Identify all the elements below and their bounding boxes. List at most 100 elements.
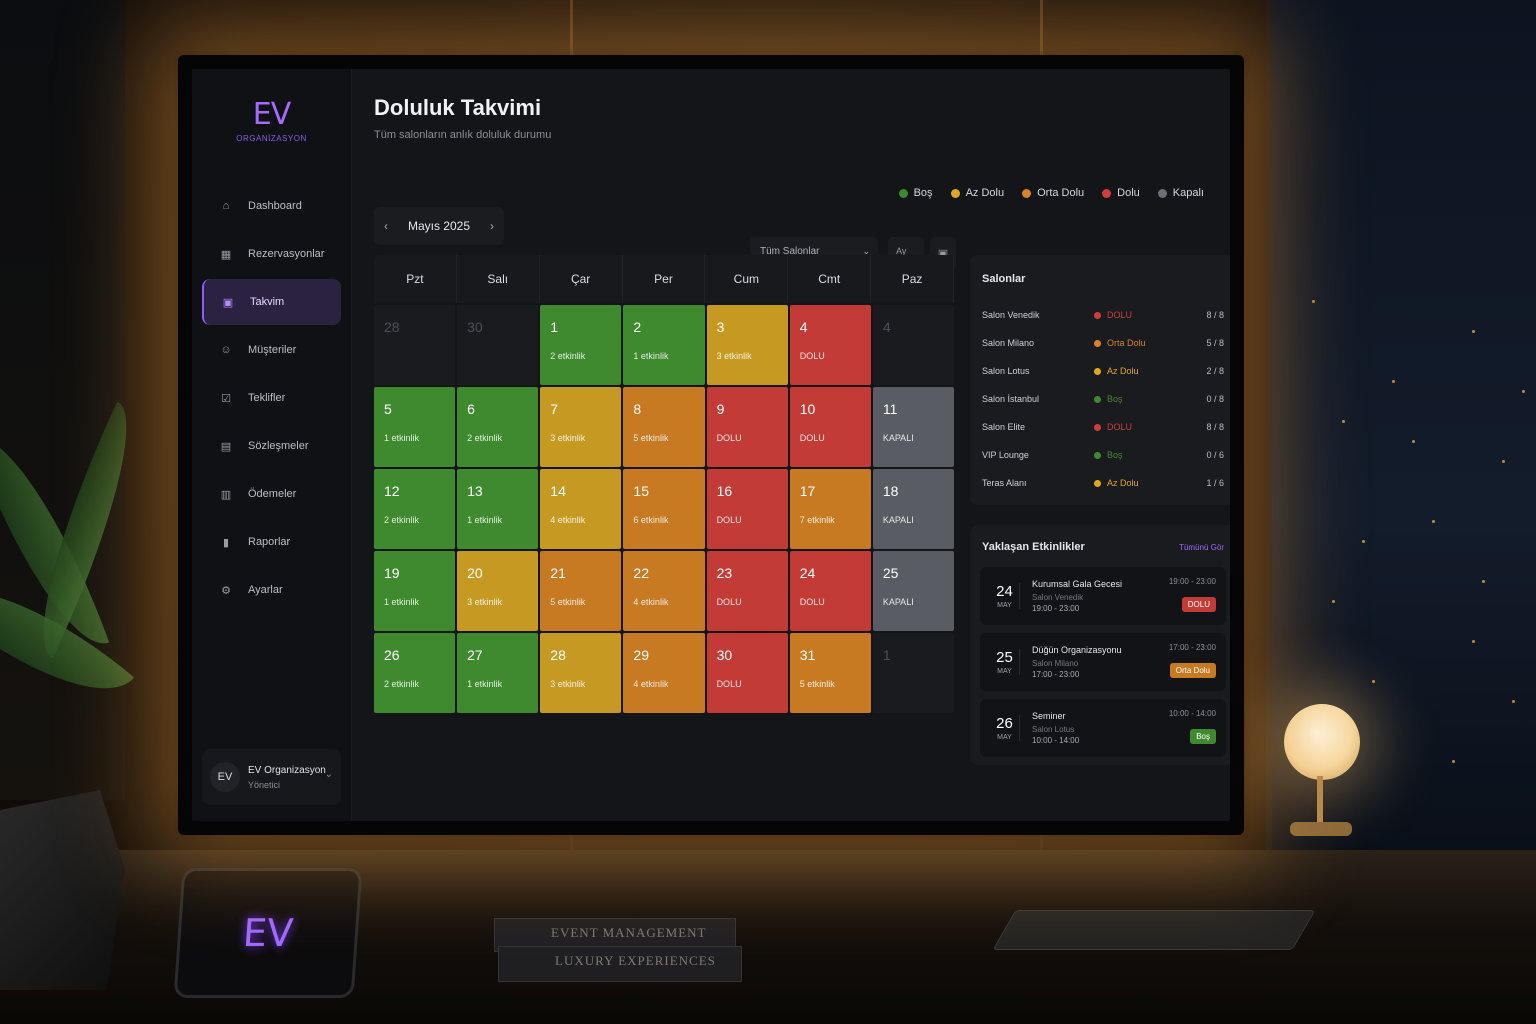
day-occupancy: KAPALI xyxy=(882,515,914,525)
salon-row[interactable]: Salon İstanbul Boş 0 / 8 xyxy=(982,385,1224,413)
sidebar-item-takvim[interactable]: ▣ Takvim xyxy=(202,279,341,325)
day-occupancy: 3 etkinlik xyxy=(467,597,503,607)
legend-dot xyxy=(950,188,960,198)
day-number: 26 xyxy=(384,647,400,663)
calendar-day[interactable]: 19 1 etkinlik xyxy=(374,551,456,631)
salon-row[interactable]: Salon Venedik DOLU 8 / 8 xyxy=(982,301,1224,329)
sidebar-item-ödemeler[interactable]: ▥ Ödemeler xyxy=(202,471,341,517)
calendar-day[interactable]: 20 3 etkinlik xyxy=(457,551,539,631)
event-body: Düğün Organizasyonu Salon Milano 17:00 - 2… xyxy=(1032,645,1122,679)
legend-item: Az Dolu xyxy=(950,187,1004,199)
calendar-day[interactable]: 6 2 etkinlik xyxy=(457,387,539,467)
calendar-day[interactable]: 28 xyxy=(374,305,456,385)
event-body: Seminer Salon Lotus 10:00 - 14:00 xyxy=(1032,711,1079,745)
calendar-day[interactable]: 1 xyxy=(872,633,954,713)
event-title: Kurumsal Gala Gecesi xyxy=(1032,579,1123,589)
calendar-day[interactable]: 27 1 etkinlik xyxy=(457,633,539,713)
salons-panel: Salonlar Salon Venedik DOLU 8 / 8 Salon Mil… xyxy=(970,255,1230,505)
calendar-day[interactable]: 16 DOLU xyxy=(706,469,788,549)
sidebar-item-teklifler[interactable]: ☑ Teklifler xyxy=(202,375,341,421)
see-all-link[interactable]: Tümünü Gör xyxy=(1179,542,1224,552)
calendar-day[interactable]: 12 2 etkinlik xyxy=(374,469,456,549)
calendar-day[interactable]: 28 3 etkinlik xyxy=(540,633,622,713)
app-screen: EV ORGANİZASYON ⌂ Dashboard ▦ Rezervasyonla… xyxy=(192,69,1230,821)
event-card[interactable]: 25 MAY Düğün Organizasyonu Salon Milano 17:0… xyxy=(980,633,1226,691)
sidebar-item-dashboard[interactable]: ⌂ Dashboard xyxy=(202,183,341,229)
day-occupancy: 2 etkinlik xyxy=(550,351,586,361)
day-number: 27 xyxy=(467,647,483,663)
day-occupancy: 2 etkinlik xyxy=(384,679,420,689)
legend-label: Orta Dolu xyxy=(1037,187,1085,199)
event-title: Seminer xyxy=(1032,711,1066,721)
event-card[interactable]: 24 MAY Kurumsal Gala Gecesi Salon Venedik 19… xyxy=(980,567,1226,625)
sidebar-item-rezervasyonlar[interactable]: ▦ Rezervasyonlar xyxy=(202,231,341,277)
calendar-day[interactable]: 18 KAPALI xyxy=(872,469,954,549)
calendar-day[interactable]: 2 1 etkinlik xyxy=(623,305,705,385)
salon-row[interactable]: Salon Elite DOLU 8 / 8 xyxy=(982,413,1224,441)
sidebar-item-müşteriler[interactable]: ☺ Müşteriler xyxy=(202,327,341,373)
salon-row[interactable]: Salon Lotus Az Dolu 2 / 8 xyxy=(982,357,1224,385)
salon-status: DOLU xyxy=(1094,310,1194,320)
event-body: Kurumsal Gala Gecesi Salon Venedik 19:00 -… xyxy=(1032,579,1122,613)
day-occupancy: 1 etkinlik xyxy=(467,679,503,689)
user-card[interactable]: EV EV Organizasyon Yönetici ⌄ xyxy=(202,749,341,805)
chevron-left-icon[interactable]: ‹ xyxy=(384,219,388,233)
event-day: 26 xyxy=(996,715,1013,732)
status-badge: DOLU xyxy=(1107,422,1133,432)
calendar-day[interactable]: 15 6 etkinlik xyxy=(623,469,705,549)
calendar-day[interactable]: 11 KAPALI xyxy=(872,387,954,467)
calendar-day[interactable]: 14 4 etkinlik xyxy=(540,469,622,549)
salon-status: DOLU xyxy=(1094,422,1194,432)
salon-row[interactable]: Salon Milano Orta Dolu 5 / 8 xyxy=(982,329,1224,357)
salon-row[interactable]: VIP Lounge Boş 0 / 6 xyxy=(982,441,1224,469)
calendar-day[interactable]: 23 DOLU xyxy=(706,551,788,631)
calendar-day[interactable]: 1 2 etkinlik xyxy=(540,305,622,385)
calendar-day[interactable]: 24 DOLU xyxy=(789,551,871,631)
weekday-label: Cmt xyxy=(788,255,872,303)
salon-name: Salon Milano xyxy=(982,338,1035,348)
calendar-day[interactable]: 4 xyxy=(872,305,954,385)
city-light xyxy=(1362,540,1365,543)
calendar-day[interactable]: 31 5 etkinlik xyxy=(789,633,871,713)
day-occupancy: 5 etkinlik xyxy=(799,679,835,689)
sidebar-item-ayarlar[interactable]: ⚙ Ayarlar xyxy=(202,567,341,613)
day-number: 17 xyxy=(799,483,816,499)
status-badge: Boş xyxy=(1107,394,1123,404)
calendar-day[interactable]: 5 1 etkinlik xyxy=(374,387,456,467)
calendar-day[interactable]: 30 xyxy=(457,305,539,385)
calendar-day[interactable]: 17 7 etkinlik xyxy=(789,469,871,549)
calendar-day[interactable]: 8 5 etkinlik xyxy=(623,387,705,467)
status-legend: Boş Az Dolu Orta Dolu Dolu Kapalı xyxy=(898,187,1204,199)
city-light xyxy=(1342,420,1345,423)
calendar-day[interactable]: 25 KAPALI xyxy=(872,551,954,631)
event-card[interactable]: 26 MAY Seminer Salon Lotus 10:00 - 14:00 10:0… xyxy=(980,699,1226,757)
calendar-day[interactable]: 26 2 etkinlik xyxy=(374,633,456,713)
day-occupancy: 4 etkinlik xyxy=(633,679,669,689)
sidebar-item-sözleşmeler[interactable]: ▤ Sözleşmeler xyxy=(202,423,341,469)
calendar-day[interactable]: 13 1 etkinlik xyxy=(457,469,539,549)
sidebar-item-label: Sözleşmeler xyxy=(248,440,309,452)
weekday-label: Salı xyxy=(457,255,540,303)
legend-label: Dolu xyxy=(1117,187,1140,199)
calendar-day[interactable]: 29 4 etkinlik xyxy=(623,633,705,713)
gear-icon: ⚙ xyxy=(221,584,231,597)
page-subtitle: Tüm salonların anlık doluluk durumu xyxy=(374,129,552,141)
calendar-day[interactable]: 9 DOLU xyxy=(706,387,788,467)
calendar-day[interactable]: 30 DOLU xyxy=(706,633,788,713)
calendar-day[interactable]: 7 3 etkinlik xyxy=(540,387,622,467)
chevron-down-icon[interactable]: ⌄ xyxy=(324,769,333,780)
calendar-day[interactable]: 22 4 etkinlik xyxy=(623,551,705,631)
calendar-day[interactable]: 4 DOLU xyxy=(789,305,871,385)
day-number: 30 xyxy=(467,319,483,335)
city-light xyxy=(1502,460,1505,463)
calendar-day[interactable]: 21 5 etkinlik xyxy=(540,551,622,631)
calendar-icon: ▣ xyxy=(222,296,234,309)
chevron-right-icon[interactable]: › xyxy=(489,219,494,233)
calendar-day[interactable]: 10 DOLU xyxy=(789,387,871,467)
day-number: 3 xyxy=(716,319,725,335)
salon-row[interactable]: Teras Alanı Az Dolu 1 / 6 xyxy=(982,469,1224,497)
brand-logo[interactable]: EV ORGANİZASYON xyxy=(192,97,351,143)
sidebar-item-raporlar[interactable]: ▮ Raporlar xyxy=(202,519,341,565)
calendar-day[interactable]: 3 3 etkinlik xyxy=(706,305,788,385)
status-badge: Boş xyxy=(1107,450,1123,460)
